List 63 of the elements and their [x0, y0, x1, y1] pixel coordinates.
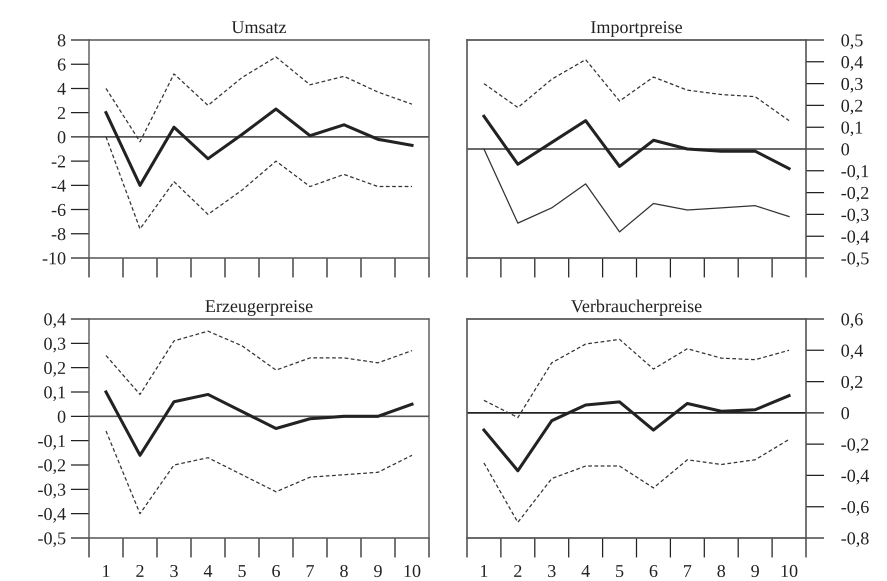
x-tick-label: 9 — [374, 564, 382, 578]
y2-tick-label: 0,6 — [841, 313, 863, 328]
x-tick-label: 6 — [272, 564, 280, 578]
y2-tick-label: -0,4 — [841, 230, 870, 246]
x-tick-label: 5 — [616, 565, 624, 578]
y2-tick-label: 0 — [841, 407, 850, 420]
x-tick-label: 1 — [103, 565, 110, 577]
x-tick-label: 4 — [581, 565, 590, 577]
y-tick-label: -6 — [52, 204, 66, 216]
y-tick-label: 6 — [58, 58, 66, 71]
y-tick-label: -0,3 — [38, 484, 66, 498]
y2-tick-label: -0,1 — [841, 165, 868, 180]
chart-title: Erzeugerpreise — [205, 300, 313, 316]
y-tick-label: -0,4 — [38, 508, 66, 523]
y-tick-label: 2 — [58, 106, 66, 119]
chart-title: Umsatz — [232, 21, 286, 34]
x-tick-label: 7 — [306, 565, 314, 577]
y2-tick-label: 0,2 — [841, 376, 862, 391]
y-tick-label: -4 — [52, 180, 66, 192]
chart-title: Importpreise — [591, 21, 682, 37]
x-tick-label: 10 — [782, 564, 798, 578]
y-tick-label: -8 — [52, 228, 66, 240]
x-tick-label: 6 — [650, 564, 658, 578]
y2-tick-label: -0,4 — [841, 470, 870, 484]
y2-tick-label: 0,1 — [841, 121, 862, 136]
x-tick-label: 8 — [340, 564, 348, 578]
x-tick-label: 4 — [204, 565, 212, 577]
x-tick-label: 1 — [481, 565, 488, 577]
y-tick-label: -10 — [42, 252, 66, 264]
x-tick-label: 7 — [684, 565, 692, 577]
y2-tick-label: -0,8 — [841, 532, 869, 548]
y-tick-label: 4 — [57, 82, 66, 95]
y2-tick-label: -0,5 — [841, 252, 869, 268]
y2-tick-label: 0,2 — [841, 100, 862, 114]
y-tick-label: -0,5 — [38, 532, 66, 548]
y-tick-label: 0 — [58, 131, 66, 144]
y2-tick-label: 0,4 — [841, 56, 864, 71]
y2-tick-label: -0,2 — [841, 186, 868, 202]
y-tick-label: 0,2 — [44, 362, 66, 377]
y-tick-label: 0 — [58, 410, 66, 423]
y-tick-label: 8 — [58, 34, 66, 46]
y-tick-label: -2 — [52, 155, 66, 168]
y2-tick-label: 0,4 — [841, 344, 864, 360]
x-tick-label: 10 — [404, 564, 420, 578]
y-tick-label: 0,1 — [44, 386, 65, 402]
y-tick-label: -0,1 — [38, 434, 65, 450]
chart-title: Verbraucherpreise — [571, 300, 702, 316]
x-tick-label: 2 — [514, 564, 522, 577]
y2-tick-label: -0,3 — [841, 208, 869, 224]
y2-tick-label: -0,2 — [841, 438, 868, 454]
x-tick-label: 5 — [238, 565, 246, 578]
x-tick-label: 3 — [170, 564, 178, 578]
x-tick-label: 9 — [751, 564, 759, 578]
y-tick-label: -0,2 — [38, 459, 66, 474]
x-tick-label: 3 — [548, 564, 556, 578]
y2-tick-label: 0,3 — [841, 78, 863, 93]
y-tick-label: 0,4 — [44, 313, 66, 328]
y-tick-label: 0,3 — [44, 338, 66, 352]
x-tick-label: 2 — [136, 564, 144, 577]
y2-tick-label: 0 — [841, 143, 850, 156]
y2-tick-label: 0,5 — [841, 34, 863, 50]
x-tick-label: 8 — [717, 564, 726, 578]
y2-tick-label: -0,6 — [841, 500, 869, 516]
